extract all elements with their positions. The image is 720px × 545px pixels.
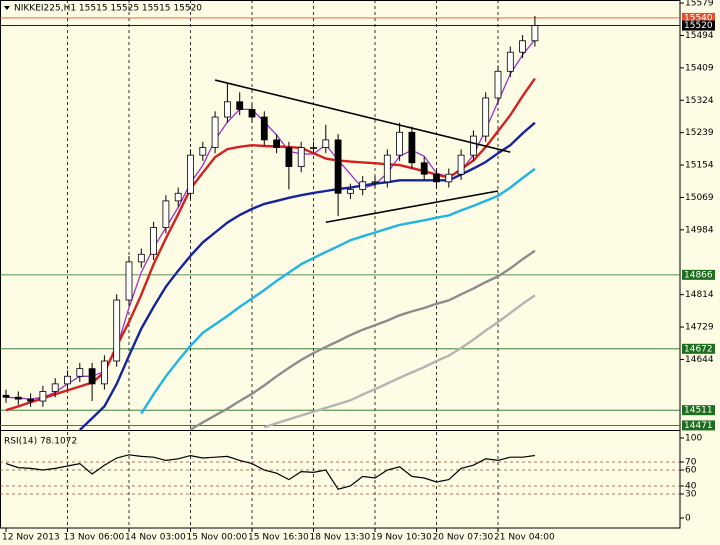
moving-average: [189, 249, 536, 431]
moving-average: [140, 167, 536, 415]
level-label: 14511: [684, 406, 713, 416]
candle-body: [27, 398, 35, 402]
level-label: 14471: [684, 421, 713, 431]
chart-title: NIKKEI225,H1 15515 15525 15515 15520: [14, 4, 202, 14]
candle-body: [469, 135, 477, 156]
candle-body: [494, 70, 502, 99]
candle-body: [174, 192, 182, 202]
moving-average: [78, 121, 536, 431]
level-label-box: [682, 20, 715, 31]
candle-body: [445, 173, 453, 183]
candle-body: [420, 162, 428, 175]
candle-body: [39, 391, 47, 402]
moving-average: [263, 294, 536, 429]
candle-body: [433, 173, 440, 183]
candle-body: [187, 154, 194, 194]
candle-body: [297, 147, 305, 167]
level-label: 15540: [684, 13, 713, 23]
x-tick-label: 13 Nov 06:00: [64, 533, 125, 543]
x-tick-label: 19 Nov 10:30: [371, 533, 432, 543]
rsi-line: [5, 454, 535, 490]
rsi-title: RSI(14) 78.1072: [4, 437, 77, 447]
y-tick-label: 15324: [685, 96, 714, 106]
y-tick-label: 0: [685, 514, 691, 524]
candle-body: [88, 368, 96, 385]
y-tick-label: 14729: [685, 323, 714, 333]
level-label-box: [682, 420, 715, 431]
candle-body: [531, 25, 539, 42]
level-label-box: [682, 343, 715, 354]
x-tick-label: 12 Nov 2013: [2, 533, 60, 543]
candle-body: [2, 394, 10, 398]
candle-body: [64, 375, 71, 385]
candle-body: [150, 227, 158, 255]
x-tick-label: 15 Nov 16:30: [248, 533, 309, 543]
level-label-box: [682, 269, 715, 280]
candle-body: [322, 139, 330, 148]
y-tick-label: 30: [685, 490, 697, 500]
candle-body: [113, 299, 121, 362]
level-label: 14866: [684, 270, 713, 280]
candle-body: [310, 147, 317, 149]
candle-body: [248, 109, 256, 118]
y-tick-label: 14814: [685, 290, 714, 300]
level-label: 14672: [684, 344, 713, 354]
candle-body: [76, 368, 84, 377]
y-tick-label: 15069: [685, 193, 714, 203]
y-tick-label: 60: [685, 466, 697, 476]
candle-body: [346, 189, 354, 194]
candle-body: [162, 200, 170, 228]
candle-body: [506, 51, 514, 72]
candle-body: [211, 116, 219, 148]
candle-body: [519, 40, 526, 53]
y-tick-label: 100: [685, 434, 702, 444]
candle-body: [482, 97, 490, 137]
candle-body: [199, 147, 207, 156]
candle-body: [101, 360, 108, 385]
candle-body: [359, 181, 367, 190]
trendline: [325, 190, 499, 224]
candle-body: [285, 147, 293, 167]
candle-body: [137, 253, 145, 263]
y-tick-label: 70: [685, 458, 697, 468]
candle-body: [371, 181, 379, 184]
candle-body: [273, 139, 281, 148]
y-tick-label: 15409: [685, 63, 714, 73]
level-label: 15520: [684, 21, 713, 31]
candle-body: [457, 154, 465, 175]
y-tick-label: 15154: [685, 161, 714, 171]
candle-body: [51, 383, 59, 392]
x-tick-label: 20 Nov 07:30: [433, 533, 494, 543]
trendline: [214, 79, 511, 153]
candle-body: [236, 101, 244, 110]
y-tick-label: 14984: [685, 225, 714, 235]
y-tick-label: 14644: [685, 355, 714, 365]
candle-body: [14, 396, 22, 400]
plot-frame: [0, 0, 681, 529]
candle-body: [223, 101, 231, 118]
x-tick-label: 21 Nov 04:00: [494, 533, 555, 543]
candle-body: [408, 131, 416, 164]
level-label-box: [682, 12, 715, 23]
y-tick-label: 40: [685, 482, 697, 492]
x-tick-label: 14 Nov 03:00: [125, 533, 186, 543]
x-tick-label: 15 Nov 00:00: [187, 533, 248, 543]
y-tick-label: 15239: [685, 128, 714, 138]
candle-body: [260, 116, 268, 141]
candle-body: [396, 131, 404, 156]
y-tick-label: 15494: [685, 31, 714, 41]
candle-body: [334, 139, 342, 194]
x-tick-label: 18 Nov 13:30: [310, 533, 371, 543]
level-label-box: [682, 405, 715, 416]
y-tick-label: 15579: [685, 0, 714, 9]
candle-body: [383, 154, 391, 183]
collapse-icon: [4, 6, 10, 10]
candle-body: [125, 261, 133, 301]
